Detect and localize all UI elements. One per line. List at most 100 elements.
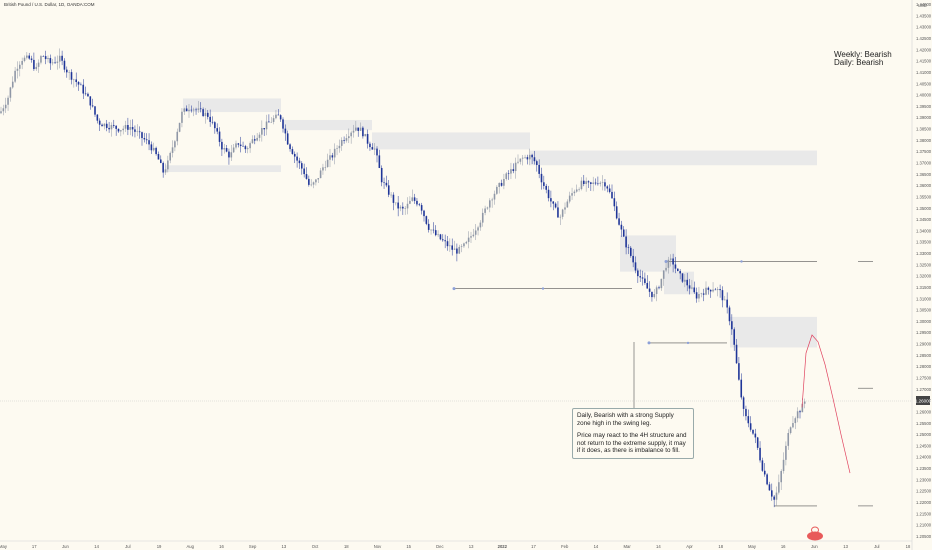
candle-body (658, 287, 660, 289)
candle-body (237, 143, 240, 145)
candle-body (402, 206, 404, 209)
candle-body (331, 155, 334, 158)
candle-body (474, 230, 477, 235)
supply-zone[interactable] (165, 165, 281, 173)
candle-body (425, 216, 428, 224)
time-axis[interactable]: May 17 Jun 14 Jul 19 Aug 16 Sep 13 Oct 18 Nov 15 Dec 13… (0, 544, 911, 549)
candle-body (423, 210, 425, 217)
candle-body (644, 278, 646, 283)
candle-body (554, 203, 557, 208)
candle-body (728, 307, 731, 322)
time-tick-label: May (0, 544, 8, 549)
candle-body (517, 161, 519, 163)
candle-body (496, 186, 498, 194)
price-tick-label: 1.31000 (916, 296, 932, 301)
candle-body (637, 270, 639, 277)
candle-body (308, 178, 310, 185)
candle-body (655, 287, 658, 295)
time-tick-label: Jul (125, 544, 130, 549)
candle-body (803, 401, 806, 404)
candle-body (336, 148, 338, 149)
candle-body (660, 278, 663, 289)
candle-body (702, 293, 705, 295)
candle-body (312, 182, 315, 185)
candle-body (91, 105, 94, 107)
candle-body (458, 246, 461, 254)
candle-body (101, 124, 103, 127)
supply-zone[interactable] (530, 150, 817, 166)
candle-body (246, 148, 249, 150)
candle-body (733, 329, 735, 345)
price-tick-label: 1.22000 (916, 500, 932, 505)
candle-body (282, 119, 284, 129)
candle-body (124, 125, 127, 129)
candle-body (261, 128, 263, 135)
supply-zone[interactable] (372, 132, 530, 150)
candle-body (105, 123, 108, 128)
candle-body (597, 183, 599, 185)
candle-body (533, 157, 536, 162)
candle-body (681, 273, 684, 282)
candle-body (164, 169, 167, 173)
candle-body (268, 121, 270, 123)
candle-body (618, 218, 620, 225)
candle-body (503, 178, 505, 186)
candle-body (84, 93, 87, 95)
candle-body (801, 403, 804, 413)
candle-body (413, 197, 416, 201)
candle-body (66, 69, 68, 73)
last-price-value: 1.26000 (915, 399, 932, 404)
price-tick-label: 1.28000 (916, 364, 932, 369)
candle-body (19, 64, 21, 69)
note-line-1: Daily, Bearish with a strong Supply zone… (577, 412, 674, 427)
candle-body (526, 157, 529, 160)
structure-levels (452, 259, 873, 507)
candle-body (557, 207, 559, 218)
time-tick-label: 14 (594, 544, 599, 549)
candle-body (796, 411, 799, 419)
candle-body (110, 124, 113, 130)
supply-zone[interactable] (620, 235, 676, 272)
candle-body (176, 131, 179, 142)
candle-body (564, 207, 566, 210)
candle-body (284, 128, 287, 134)
candle-body (451, 245, 453, 250)
candle-body (606, 186, 609, 189)
candle-body (789, 427, 792, 434)
candle-body (785, 445, 787, 460)
candle-body (397, 202, 399, 209)
price-tick-label: 1.43500 (916, 13, 932, 18)
candle-body (138, 131, 141, 133)
candle-body (181, 111, 183, 123)
candle-body (148, 140, 150, 145)
candle-body (333, 148, 336, 158)
candle-body (641, 277, 644, 279)
candle-body (409, 200, 411, 204)
candle-body (411, 197, 414, 201)
candle-body (745, 408, 747, 417)
price-tick-label: 1.42500 (916, 36, 932, 41)
candle-body (251, 139, 254, 144)
supply-zone[interactable] (283, 119, 372, 131)
price-axis[interactable]: 1.44000 1.43500 1.43000 1.42500 1.42000 1.415… (916, 2, 932, 539)
candle-body (221, 141, 223, 150)
level-anchor (740, 260, 743, 263)
level-anchor (452, 287, 456, 291)
supply-zone[interactable] (183, 98, 281, 113)
supply-zone[interactable] (664, 271, 694, 295)
candle-body (573, 191, 576, 194)
supply-zone[interactable] (730, 316, 817, 348)
candle-body (486, 207, 489, 209)
candle-body (188, 109, 190, 112)
candle-body (115, 125, 117, 129)
candle-body (340, 140, 343, 146)
candle-body (479, 222, 482, 228)
candle-body (768, 484, 771, 491)
level-anchor (664, 259, 668, 263)
candle-body (625, 236, 627, 248)
candle-body (714, 289, 717, 291)
symbol-title[interactable]: British Pound / U.S. Dollar, 1D, OANDA:C… (4, 2, 95, 7)
candle-body (199, 108, 202, 110)
time-tick-label: Nov (374, 544, 382, 549)
